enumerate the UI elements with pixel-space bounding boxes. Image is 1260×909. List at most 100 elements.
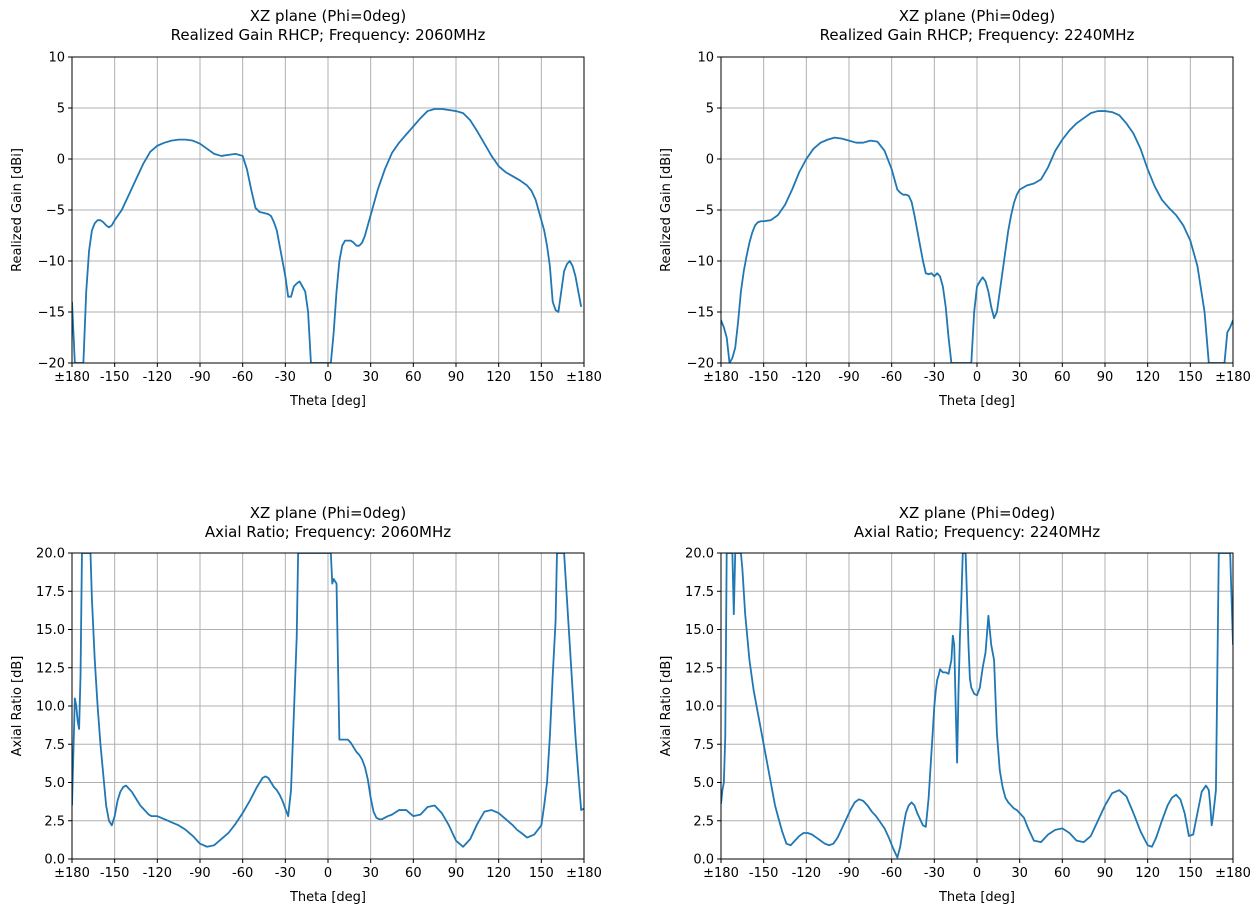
- x-axis-label: Theta [deg]: [938, 890, 1015, 905]
- plot-frame: [71, 56, 585, 364]
- x-tick-label: 120: [486, 866, 511, 881]
- x-tick-label: 120: [1135, 370, 1160, 385]
- x-tick-label: -60: [881, 866, 902, 881]
- y-tick-label: 7.5: [44, 738, 65, 753]
- x-tick-label: 30: [1011, 370, 1028, 385]
- y-tick-label: 0.0: [693, 853, 714, 868]
- y-axis-label: Axial Ratio [dB]: [10, 656, 25, 757]
- x-tick-label: ±180: [1215, 866, 1251, 881]
- x-tick-label: -120: [143, 370, 173, 385]
- x-tick-label: ±180: [566, 370, 602, 385]
- x-tick-label: -120: [143, 866, 173, 881]
- x-tick-label: -30: [275, 866, 296, 881]
- x-tick-label: 120: [486, 370, 511, 385]
- series-line: [72, 553, 584, 848]
- x-tick-label: 150: [529, 370, 554, 385]
- x-tick-label: 60: [405, 370, 422, 385]
- y-axis-label: Axial Ratio [dB]: [659, 656, 674, 757]
- x-tick-label: -150: [749, 866, 779, 881]
- x-tick-label: -60: [881, 370, 902, 385]
- x-axis-label: Theta [deg]: [289, 890, 366, 905]
- y-tick-label: 2.5: [693, 814, 714, 829]
- gain-2060-chart: XZ plane (Phi=0deg) Realized Gain RHCP; …: [10, 7, 602, 409]
- chart-subtitle: Axial Ratio; Frequency: 2240MHz: [854, 523, 1100, 541]
- y-tick-label: 0.0: [44, 853, 65, 868]
- chart-title: XZ plane (Phi=0deg): [899, 7, 1056, 25]
- x-tick-label: -150: [100, 866, 130, 881]
- x-tick-label: -90: [838, 866, 859, 881]
- x-tick-label: 90: [448, 370, 465, 385]
- x-tick-label: -120: [792, 370, 822, 385]
- y-tick-label: −5: [46, 204, 65, 219]
- x-tick-label: 0: [324, 866, 332, 881]
- grid: [720, 552, 1234, 860]
- x-tick-label: ±180: [703, 866, 739, 881]
- x-tick-label: 150: [529, 866, 554, 881]
- x-tick-label: 150: [1178, 370, 1203, 385]
- y-tick-label: 20.0: [36, 547, 65, 562]
- x-tick-label: 90: [448, 866, 465, 881]
- plot-frame: [720, 56, 1234, 364]
- y-tick-label: 15.0: [36, 623, 65, 638]
- x-tick-label: -30: [924, 370, 945, 385]
- y-tick-label: 20.0: [685, 547, 714, 562]
- axial-ratio-2240-chart: XZ plane (Phi=0deg) Axial Ratio; Frequen…: [659, 504, 1251, 905]
- grid: [720, 56, 1234, 364]
- y-tick-label: 10: [48, 51, 65, 66]
- x-tick-label: -120: [792, 866, 822, 881]
- x-tick-label: 0: [973, 370, 981, 385]
- y-tick-label: 10.0: [685, 700, 714, 715]
- x-tick-label: 0: [324, 370, 332, 385]
- chart-subtitle: Realized Gain RHCP; Frequency: 2060MHz: [171, 26, 486, 44]
- x-tick-label: -30: [924, 866, 945, 881]
- x-tick-label: 120: [1135, 866, 1160, 881]
- x-tick-label: -60: [232, 370, 253, 385]
- y-tick-label: −10: [687, 255, 714, 270]
- x-tick-label: 60: [1054, 866, 1071, 881]
- x-tick-label: 60: [1054, 370, 1071, 385]
- y-axis-label: Realized Gain [dBi]: [10, 148, 25, 272]
- y-tick-label: 17.5: [685, 585, 714, 600]
- y-tick-label: −15: [687, 306, 714, 321]
- x-tick-label: -150: [749, 370, 779, 385]
- gain-2240-chart: XZ plane (Phi=0deg) Realized Gain RHCP; …: [659, 7, 1251, 409]
- x-tick-label: 30: [362, 866, 379, 881]
- y-tick-label: −10: [38, 255, 65, 270]
- y-tick-label: 12.5: [685, 661, 714, 676]
- series-line: [721, 110, 1233, 363]
- y-tick-label: 0: [57, 153, 65, 168]
- y-tick-label: 10: [697, 51, 714, 66]
- x-tick-label: -90: [189, 370, 210, 385]
- x-axis-label: Theta [deg]: [938, 394, 1015, 409]
- plot-frame: [71, 552, 585, 860]
- x-tick-label: 0: [973, 866, 981, 881]
- x-axis-label: Theta [deg]: [289, 394, 366, 409]
- x-tick-label: 30: [362, 370, 379, 385]
- x-tick-label: 60: [405, 866, 422, 881]
- axial-ratio-2060-chart: XZ plane (Phi=0deg) Axial Ratio; Frequen…: [10, 504, 602, 905]
- y-tick-label: 10.0: [36, 700, 65, 715]
- y-tick-label: 12.5: [36, 661, 65, 676]
- y-tick-label: −15: [38, 306, 65, 321]
- x-tick-label: -90: [189, 866, 210, 881]
- x-tick-label: -60: [232, 866, 253, 881]
- chart-title: XZ plane (Phi=0deg): [250, 7, 407, 25]
- grid: [71, 56, 585, 364]
- series-line: [72, 108, 583, 363]
- chart-subtitle: Axial Ratio; Frequency: 2060MHz: [205, 523, 451, 541]
- x-tick-label: 150: [1178, 866, 1203, 881]
- x-tick-label: ±180: [54, 370, 90, 385]
- y-tick-label: −20: [38, 357, 65, 372]
- grid: [71, 552, 585, 860]
- x-tick-label: ±180: [1215, 370, 1251, 385]
- y-tick-label: 5.0: [693, 776, 714, 791]
- y-tick-label: 2.5: [44, 814, 65, 829]
- x-tick-label: ±180: [566, 866, 602, 881]
- x-tick-label: 90: [1097, 370, 1114, 385]
- y-tick-label: 7.5: [693, 738, 714, 753]
- y-tick-label: 5: [706, 102, 714, 117]
- plot-frame: [720, 552, 1234, 860]
- chart-title: XZ plane (Phi=0deg): [250, 504, 407, 522]
- y-tick-label: 15.0: [685, 623, 714, 638]
